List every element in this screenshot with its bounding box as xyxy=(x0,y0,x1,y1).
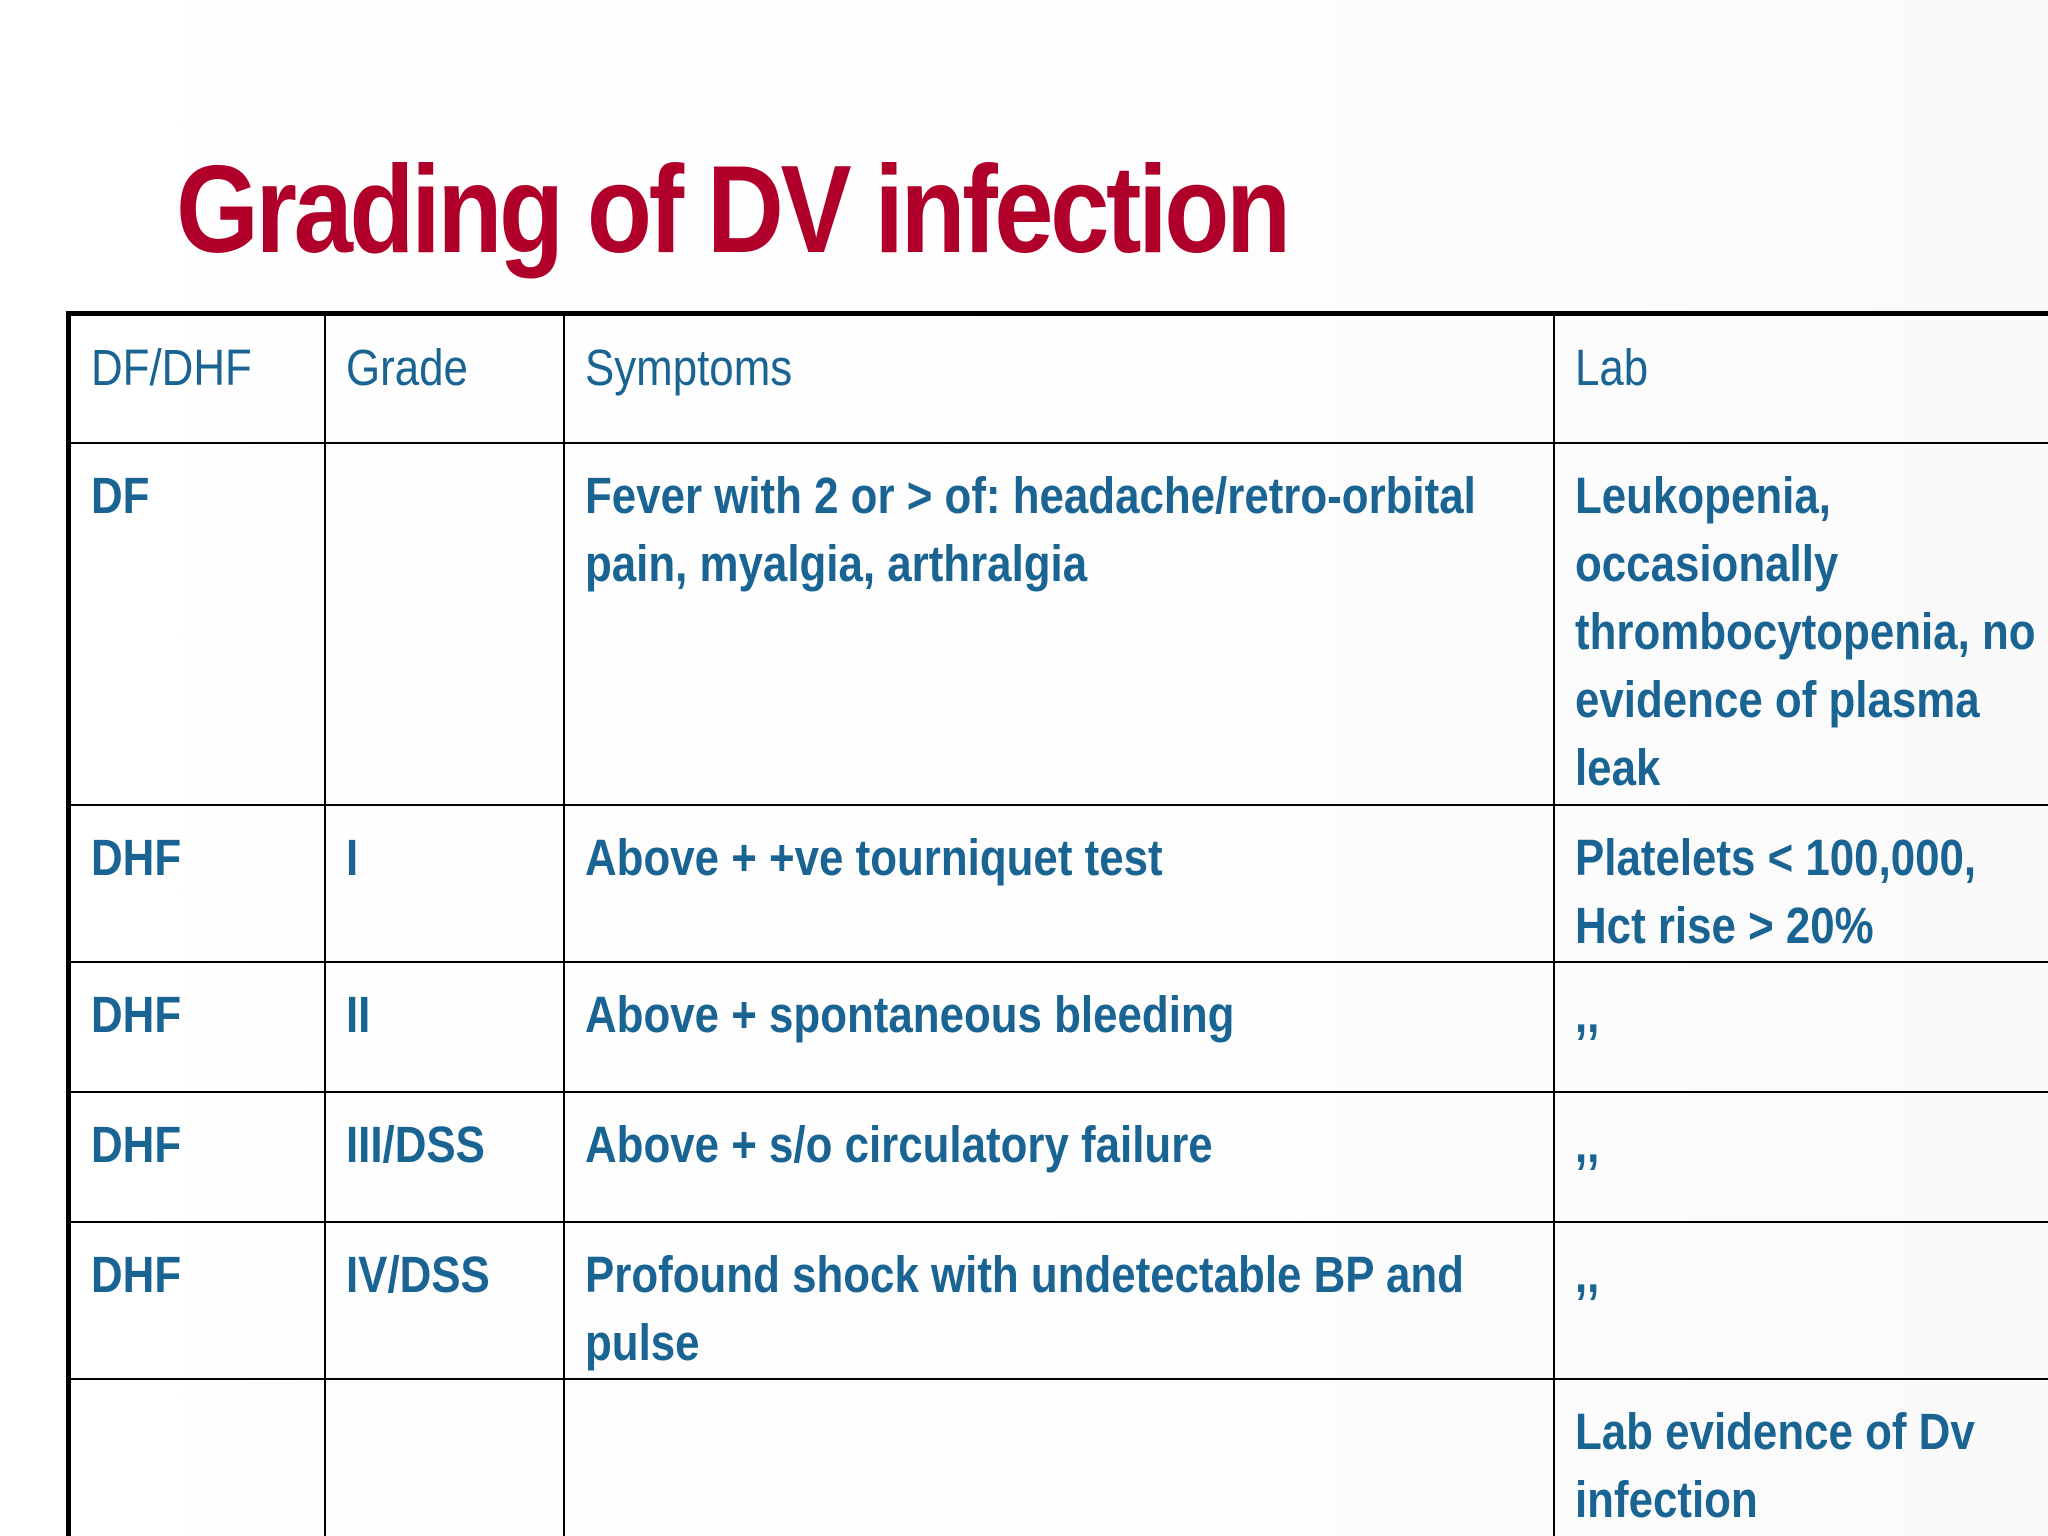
table-cell: Above + +ve tourniquet test xyxy=(562,803,1555,963)
table-cell: III/DSS xyxy=(323,1090,565,1223)
table-cell: DHF xyxy=(67,1090,326,1223)
table-cell: Lab evidence of Dv infection xyxy=(1552,1377,2048,1536)
table-cell xyxy=(323,1377,565,1536)
header-cell-df-dhf: DF/DHF xyxy=(67,312,326,444)
table-header-row: DF/DHF Grade Symptoms Lab xyxy=(67,312,2048,444)
table-cell: Fever with 2 or > of: headache/retro-orb… xyxy=(562,441,1555,806)
table-row: Lab evidence of Dv infection xyxy=(67,1377,2048,1536)
table-row: DHF I Above + +ve tourniquet test Platel… xyxy=(67,803,2048,963)
table-row: DHF III/DSS Above + s/o circulatory fail… xyxy=(67,1090,2048,1223)
header-cell-lab: Lab xyxy=(1552,312,2048,444)
table-cell xyxy=(67,1377,326,1536)
table-cell: Profound shock with undetectable BP and … xyxy=(562,1220,1555,1380)
table-row: DHF II Above + spontaneous bleeding ,, xyxy=(67,960,2048,1093)
table-cell: ,, xyxy=(1552,1090,2048,1223)
table-cell: ,, xyxy=(1552,1220,2048,1380)
table-cell: DHF xyxy=(67,960,326,1093)
table-cell: DHF xyxy=(67,1220,326,1380)
table-cell: Above + spontaneous bleeding xyxy=(562,960,1555,1093)
table-cell: Leukopenia, occasionally thrombocytopeni… xyxy=(1552,441,2048,806)
table-cell: IV/DSS xyxy=(323,1220,565,1380)
header-cell-symptoms: Symptoms xyxy=(562,312,1555,444)
table-cell: I xyxy=(323,803,565,963)
header-cell-grade: Grade xyxy=(323,312,565,444)
grading-table: DF/DHF Grade Symptoms Lab DF Fever with … xyxy=(66,311,2048,1536)
table-cell xyxy=(562,1377,1555,1536)
table-row: DF Fever with 2 or > of: headache/retro-… xyxy=(67,441,2048,806)
table-cell: DF xyxy=(67,441,326,806)
table-cell: ,, xyxy=(1552,960,2048,1093)
table-cell xyxy=(323,441,565,806)
table-cell: Platelets < 100,000, Hct rise > 20% xyxy=(1552,803,2048,963)
slide-title: Grading of DV infection xyxy=(176,141,1291,279)
table-cell: Above + s/o circulatory failure xyxy=(562,1090,1555,1223)
table-row: DHF IV/DSS Profound shock with undetecta… xyxy=(67,1220,2048,1380)
table-cell: II xyxy=(323,960,565,1093)
table-cell: DHF xyxy=(67,803,326,963)
